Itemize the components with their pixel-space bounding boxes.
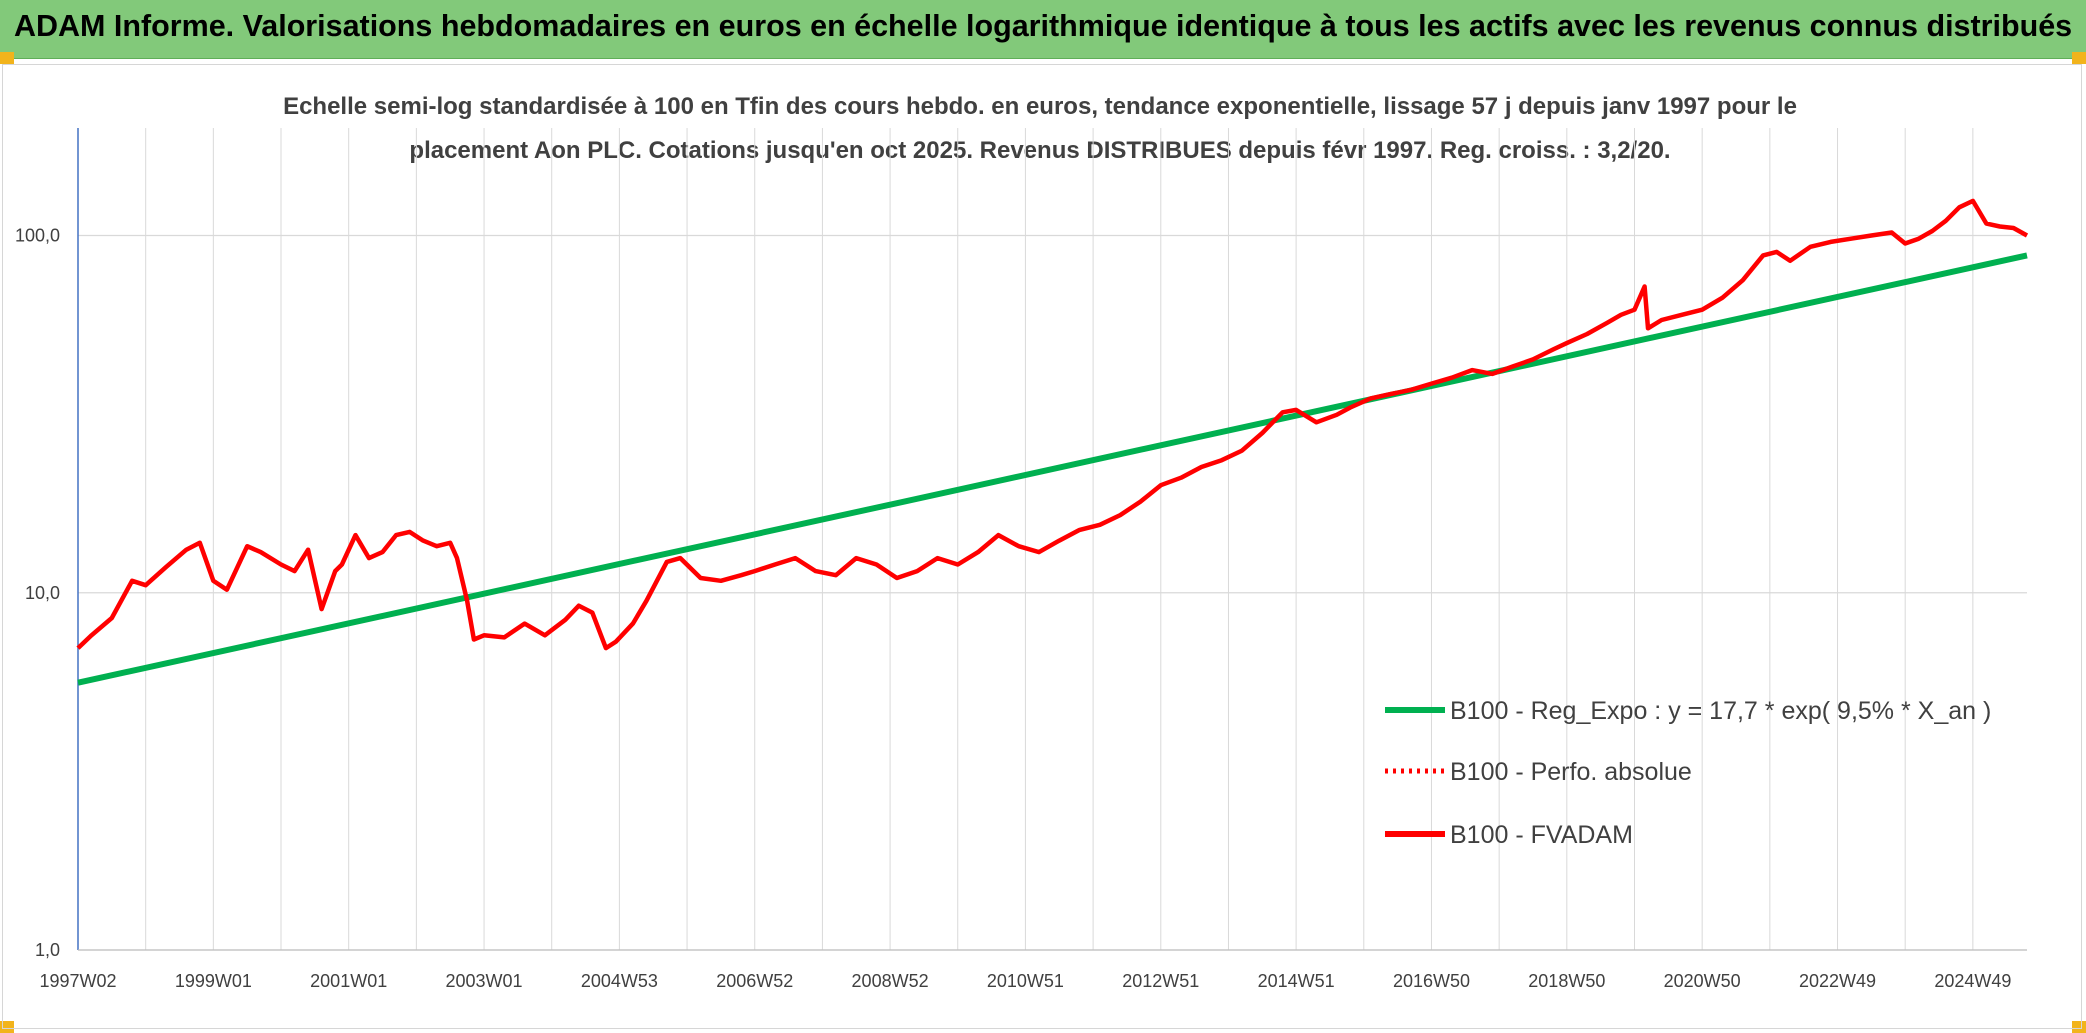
- legend-label-trend: B100 - Reg_Expo : y = 17,7 * exp( 9,5% *…: [1450, 697, 1991, 725]
- corner-marker: [2072, 1021, 2086, 1033]
- chart-frame: [2, 64, 2082, 1029]
- legend-label-perf: B100 - Perfo. absolue: [1450, 758, 1692, 786]
- report-title: ADAM Informe. Valorisations hebdomadaire…: [14, 8, 2073, 43]
- fvadam-line: [76, 198, 2029, 651]
- x-tick-label: 2022W49: [1799, 971, 1876, 991]
- x-tick-label: 2014W51: [1258, 971, 1335, 991]
- x-tick-label: 2008W52: [852, 971, 929, 991]
- corner-marker: [0, 1021, 14, 1033]
- x-tick-label: 2016W50: [1393, 971, 1470, 991]
- x-tick-label: 2003W01: [446, 971, 523, 991]
- corner-marker: [0, 52, 14, 64]
- x-tick-label: 1999W01: [175, 971, 252, 991]
- x-tick-label: 2006W52: [716, 971, 793, 991]
- x-tick-label: 2018W50: [1528, 971, 1605, 991]
- report-header: ADAM Informe. Valorisations hebdomadaire…: [0, 0, 2086, 59]
- trend-line: [77, 252, 2028, 686]
- x-tick-label: 2004W53: [581, 971, 658, 991]
- y-tick-label: 1,0: [35, 940, 60, 960]
- y-tick-label: 10,0: [25, 583, 60, 603]
- x-tick-label: 2020W50: [1664, 971, 1741, 991]
- x-tick-label: 2010W51: [987, 971, 1064, 991]
- x-tick-label: 1997W02: [39, 971, 116, 991]
- chart-subtitle-line-2: placement Aon PLC. Cotations jusqu'en oc…: [409, 137, 1670, 164]
- x-tick-label: 2012W51: [1122, 971, 1199, 991]
- legend-label-fvadam: B100 - FVADAM: [1450, 821, 1633, 849]
- corner-marker: [2072, 52, 2086, 64]
- y-tick-label: 100,0: [15, 226, 60, 246]
- x-tick-label: 2001W01: [310, 971, 387, 991]
- chart-subtitle-line-1: Echelle semi-log standardisée à 100 en T…: [283, 93, 1797, 120]
- x-tick-label: 2024W49: [1934, 971, 2011, 991]
